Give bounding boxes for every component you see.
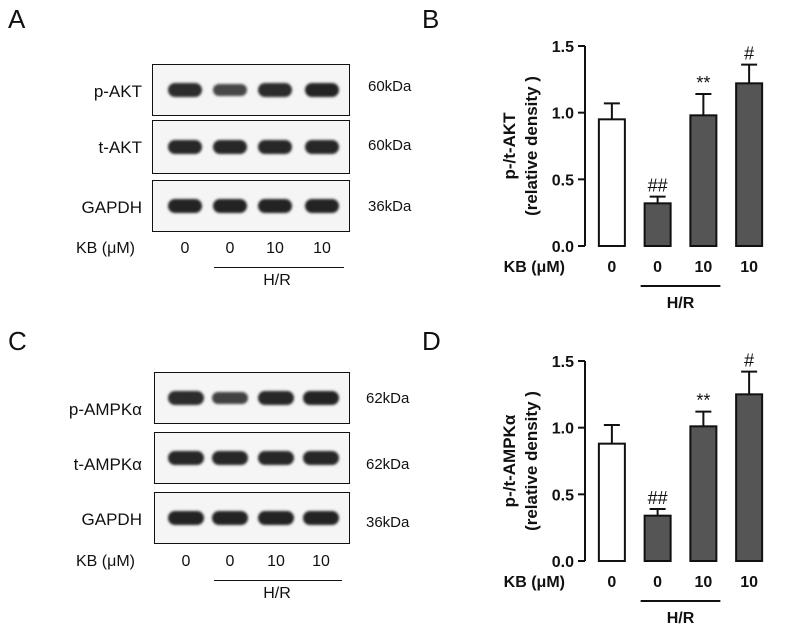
blot-band	[258, 391, 294, 405]
blot-band	[212, 511, 248, 525]
bar	[689, 114, 718, 248]
blot-band	[212, 451, 248, 465]
y-tick-label: 0.5	[552, 487, 574, 504]
panel-letter-d: D	[422, 326, 441, 356]
x-tick-label: 10	[694, 574, 712, 591]
condition-label: KB (μM)	[76, 240, 135, 257]
x-tick-label: 10	[740, 259, 758, 276]
row-label-gapdh: GAPDH	[81, 510, 142, 529]
blot-band	[213, 199, 247, 213]
blot-band	[258, 140, 292, 154]
kda-label: 36kDa	[366, 514, 410, 531]
bar	[597, 118, 626, 247]
y-axis-title: p-/t-AMPKα	[500, 414, 519, 507]
blot-band	[213, 84, 247, 96]
x-axis-title: KB (μM)	[504, 259, 565, 276]
blot-band	[305, 83, 339, 97]
kda-label: 36kDa	[368, 198, 412, 215]
bar	[689, 425, 718, 563]
bar	[735, 393, 764, 563]
lane-label: 10	[266, 240, 284, 257]
blot-band	[305, 140, 339, 154]
blot-band	[212, 392, 248, 404]
group-label: H/R	[667, 610, 695, 627]
y-tick-label: 1.5	[552, 354, 574, 371]
bar-chart-b: 0.0 0.5 1.0 1.5 p-/t-AKT (relative density ) 0…	[500, 39, 764, 312]
group-bracket	[214, 267, 344, 268]
row-label-gapdh: GAPDH	[81, 198, 142, 217]
group-bracket	[214, 580, 342, 581]
x-tick-label: 10	[740, 574, 758, 591]
bar-chart-d: 0.0 0.5 1.0 1.5 p-/t-AMPKα (relative density …	[500, 351, 764, 627]
significance-label: **	[696, 73, 710, 93]
x-tick-label: 0	[607, 259, 616, 276]
row-label-t-ampka: t-AMPKα	[73, 455, 142, 474]
y-tick-label: 1.5	[552, 39, 574, 56]
blot-band	[258, 511, 294, 525]
y-axis-subtitle: (relative density )	[522, 76, 541, 216]
group-label: H/R	[263, 585, 291, 602]
bar	[643, 202, 672, 247]
x-tick-label: 0	[607, 574, 616, 591]
significance-label: ##	[648, 176, 668, 196]
lane-label: 10	[313, 240, 331, 257]
lane-label: 0	[181, 553, 191, 570]
row-label-p-akt: p-AKT	[93, 82, 142, 101]
blot-band	[168, 391, 204, 405]
bar	[735, 82, 764, 248]
y-tick-label: 0.0	[552, 554, 574, 571]
lane-label: 0	[225, 240, 235, 257]
blot-band	[213, 140, 247, 154]
y-tick-label: 1.0	[552, 421, 574, 438]
significance-label: **	[696, 391, 710, 411]
y-tick-label: 0.5	[552, 172, 574, 189]
y-axis-subtitle: (relative density )	[522, 391, 541, 531]
significance-label: #	[744, 44, 754, 64]
row-label-t-akt: t-AKT	[98, 138, 142, 157]
x-tick-label: 0	[653, 259, 662, 276]
kda-label: 60kDa	[368, 137, 412, 154]
significance-label: #	[744, 351, 754, 371]
blot-band	[303, 391, 339, 405]
x-tick-label: 0	[653, 574, 662, 591]
lane-label: 10	[267, 553, 285, 570]
blot-band	[305, 199, 339, 213]
significance-label: ##	[648, 488, 668, 508]
group-label: H/R	[667, 295, 695, 312]
kda-label: 62kDa	[366, 390, 410, 407]
panel-letter-b: B	[422, 4, 440, 34]
group-label: H/R	[263, 272, 291, 289]
kda-label: 60kDa	[368, 78, 412, 95]
blot-band	[303, 451, 339, 465]
kda-label: 62kDa	[366, 456, 410, 473]
lane-label: 0	[180, 240, 190, 257]
blot-band	[258, 199, 292, 213]
panel-letter-a: A	[8, 4, 26, 34]
blot-band	[168, 451, 204, 465]
blot-band	[168, 83, 202, 97]
blot-band	[168, 199, 202, 213]
blot-band	[258, 451, 294, 465]
y-tick-label: 0.0	[552, 239, 574, 256]
bar	[597, 442, 626, 563]
row-label-p-ampka: p-AMPKα	[68, 400, 142, 419]
lane-label: 10	[312, 553, 330, 570]
blot-band	[168, 140, 202, 154]
blot-band	[168, 511, 204, 525]
x-tick-label: 10	[694, 259, 712, 276]
condition-label: KB (μM)	[76, 553, 135, 570]
panel-letter-c: C	[8, 326, 27, 356]
y-axis-title: p-/t-AKT	[500, 112, 519, 180]
x-axis-title: KB (μM)	[504, 574, 565, 591]
blot-band	[258, 83, 292, 97]
y-tick-label: 1.0	[552, 106, 574, 123]
bar	[643, 514, 672, 563]
blot-band	[303, 511, 339, 525]
lane-label: 0	[225, 553, 235, 570]
